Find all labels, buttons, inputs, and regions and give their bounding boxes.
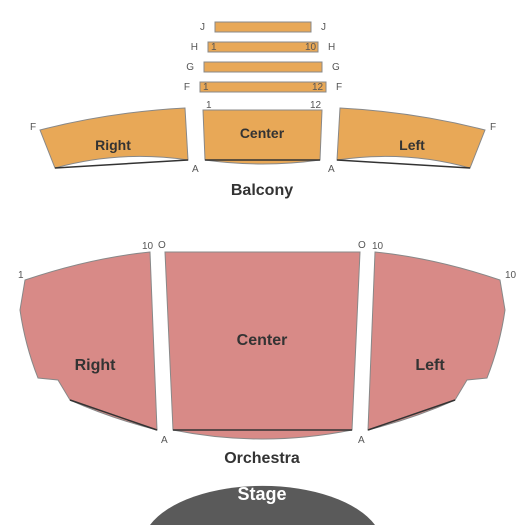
row-marker: 1 [18,270,24,281]
row-marker: 10 [142,241,154,252]
orchestra-right-label: Right [75,357,117,374]
balcony-right-label: Right [95,137,131,153]
row-num-right: 12 [312,82,324,93]
orchestra-label: Orchestra [224,450,300,467]
orchestra-center-label: Center [237,332,288,349]
row-marker: A [161,435,168,446]
row-marker: A [328,164,335,175]
row-num-left: 1 [211,42,217,53]
row-marker: A [358,435,365,446]
row-marker: F [490,122,496,133]
row-num-right: 10 [305,42,317,53]
row-marker: 1 [206,100,212,111]
orchestra-left[interactable]: Left [368,252,505,430]
stage-label: Stage [237,484,286,504]
row-label-right: J [321,22,326,33]
stage: Stage [150,484,375,525]
balcony-left[interactable]: Left [337,108,485,168]
row-marker: 10 [505,270,517,281]
row-label-right: F [336,82,342,93]
row-marker: F [30,122,36,133]
row-label-left: F [184,82,190,93]
balcony-center[interactable]: Center [203,110,322,164]
row-marker: O [358,240,366,251]
row-marker: 10 [372,241,384,252]
balcony-label: Balcony [231,182,293,199]
orchestra-center[interactable]: Center [165,252,360,439]
row-label-right: H [328,42,335,53]
row-label-right: G [332,62,340,73]
orchestra-left-label: Left [415,357,445,374]
row-marker: O [158,240,166,251]
row-label-left: G [186,62,194,73]
row-marker: A [192,164,199,175]
upper-row-h[interactable]: H H 1 10 [191,42,335,53]
balcony-right[interactable]: Right [40,108,188,168]
balcony-center-label: Center [240,125,285,141]
upper-row-g[interactable]: G G [186,62,340,73]
upper-row-f[interactable]: F F 1 12 [184,82,342,93]
balcony-left-label: Left [399,137,425,153]
upper-row-j[interactable]: J J [200,22,326,33]
row-marker: 12 [310,100,322,111]
row-num-left: 1 [203,82,209,93]
row-label-left: J [200,22,205,33]
row-label-left: H [191,42,198,53]
seating-chart: Stage Orchestra Center Right Left 1 10 1… [0,0,525,525]
orchestra-right[interactable]: Right [20,252,157,430]
